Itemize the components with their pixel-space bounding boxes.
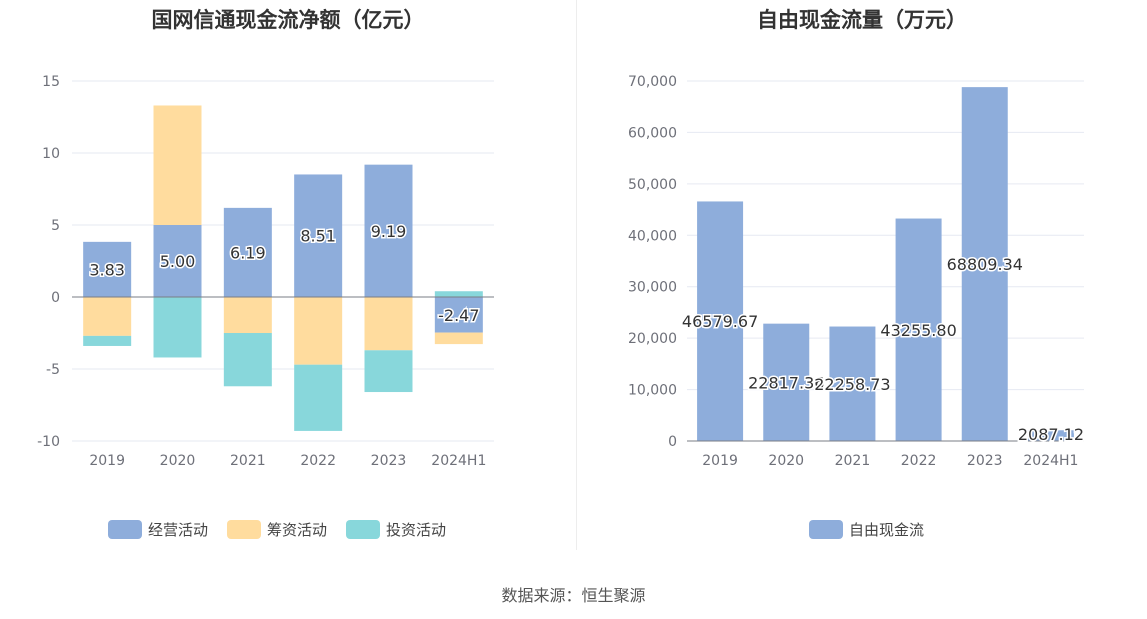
x-tick-label: 2019 bbox=[702, 453, 738, 469]
y-tick-label: 60,000 bbox=[628, 125, 677, 141]
x-tick-label: 2019 bbox=[89, 453, 125, 469]
bar-投资活动 bbox=[434, 291, 483, 297]
x-tick-label: 2020 bbox=[160, 453, 196, 469]
y-tick-label: 50,000 bbox=[628, 177, 677, 193]
bar-筹资活动 bbox=[364, 297, 413, 351]
legend-swatch bbox=[809, 520, 843, 539]
cash-flow-net-plot: 15 10 5 0 -5 -10 2019 2020 2021 2022 2023 2024H1 3.8… bbox=[37, 74, 494, 539]
free-cash-flow-chart: 自由现金流量（万元） 70,000 60,000 50,000 40,000 30,00… bbox=[577, 0, 1147, 560]
data-label: 8.51 bbox=[300, 227, 336, 246]
bar-经营活动 bbox=[294, 174, 343, 297]
data-label: 6.19 bbox=[230, 243, 266, 262]
bar-投资活动 bbox=[83, 335, 132, 346]
data-label: 5.00 bbox=[160, 252, 196, 271]
y-tick-label: 30,000 bbox=[628, 280, 677, 296]
data-label: 46579.67 bbox=[682, 312, 758, 331]
bar-经营活动 bbox=[153, 225, 202, 297]
bar-free-cash-flow bbox=[1027, 430, 1074, 441]
y-tick-label: 15 bbox=[42, 74, 60, 90]
bar-筹资活动 bbox=[153, 105, 202, 225]
legend-label: 筹资活动 bbox=[267, 521, 327, 539]
cash-flow-net-chart: 国网信通现金流净额（亿元） 15 10 5 0 -5 -10 2019 2020 2021 202… bbox=[0, 0, 576, 560]
data-label: 2087.12 bbox=[1018, 425, 1084, 444]
bar-投资活动 bbox=[153, 297, 202, 358]
x-tick-label: 2021 bbox=[835, 453, 871, 469]
legend-swatch bbox=[227, 520, 261, 539]
y-tick-label: 70,000 bbox=[628, 74, 677, 90]
x-tick-label: 2024H1 bbox=[1023, 453, 1078, 469]
data-label: 9.19 bbox=[371, 222, 407, 241]
y-tick-label: 20,000 bbox=[628, 331, 677, 347]
y-tick-label: 0 bbox=[668, 434, 677, 450]
y-tick-label: 10,000 bbox=[628, 383, 677, 399]
bar-筹资活动 bbox=[83, 297, 132, 336]
bar-经营活动 bbox=[223, 207, 272, 297]
bar-free-cash-flow bbox=[763, 323, 810, 441]
chart-title: 国网信通现金流净额（亿元） bbox=[151, 8, 425, 32]
data-label: 22258.73 bbox=[814, 375, 890, 394]
x-tick-label: 2022 bbox=[901, 453, 937, 469]
bar-投资活动 bbox=[364, 350, 413, 393]
x-tick-label: 2024H1 bbox=[431, 453, 486, 469]
x-tick-label: 2021 bbox=[230, 453, 266, 469]
data-source-note: 数据来源：恒生聚源 bbox=[501, 586, 646, 605]
x-tick-label: 2023 bbox=[371, 453, 407, 469]
bar-筹资活动 bbox=[434, 332, 483, 345]
legend-label: 经营活动 bbox=[148, 521, 208, 539]
bar-筹资活动 bbox=[223, 297, 272, 333]
x-tick-label: 2020 bbox=[768, 453, 804, 469]
y-tick-label: 5 bbox=[51, 218, 60, 234]
bar-投资活动 bbox=[223, 333, 272, 387]
bar-free-cash-flow bbox=[895, 218, 942, 441]
y-tick-label: -5 bbox=[46, 362, 60, 378]
data-label: 3.83 bbox=[89, 260, 125, 279]
y-tick-label: 10 bbox=[42, 146, 60, 162]
data-label: -2.47 bbox=[438, 306, 479, 325]
bar-free-cash-flow bbox=[829, 326, 876, 441]
data-label: 22817.36 bbox=[748, 373, 824, 392]
y-tick-label: 0 bbox=[51, 290, 60, 306]
x-tick-label: 2022 bbox=[300, 453, 336, 469]
legend-label: 投资活动 bbox=[386, 521, 446, 539]
x-tick-label: 2023 bbox=[967, 453, 1003, 469]
data-label: 68809.34 bbox=[947, 255, 1023, 274]
y-tick-label: -10 bbox=[37, 434, 60, 450]
legend-label: 自由现金流 bbox=[849, 521, 924, 539]
panel-divider bbox=[576, 0, 577, 550]
bar-free-cash-flow bbox=[697, 201, 744, 441]
bar-经营活动 bbox=[83, 241, 132, 297]
legend-swatch bbox=[108, 520, 142, 539]
bar-投资活动 bbox=[294, 364, 343, 431]
bar-free-cash-flow bbox=[961, 87, 1008, 441]
bar-筹资活动 bbox=[294, 297, 343, 365]
bar-经营活动 bbox=[364, 164, 413, 297]
free-cash-flow-plot: 70,000 60,000 50,000 40,000 30,000 20,000 10,0… bbox=[628, 74, 1086, 539]
chart-title: 自由现金流量（万元） bbox=[757, 8, 967, 32]
data-label: 43255.80 bbox=[880, 321, 956, 340]
bar-经营活动 bbox=[434, 297, 483, 333]
y-tick-label: 40,000 bbox=[628, 228, 677, 244]
legend-swatch bbox=[346, 520, 380, 539]
